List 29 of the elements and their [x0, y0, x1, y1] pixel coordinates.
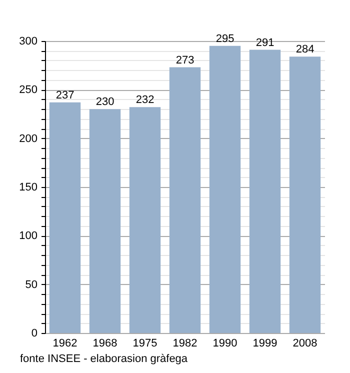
- data-label: 291: [256, 36, 274, 49]
- y-tick-label: 0: [31, 328, 38, 340]
- bar: [249, 50, 281, 333]
- y-tick-label: 50: [25, 278, 38, 291]
- data-label: 230: [96, 96, 114, 108]
- y-tick-label: 300: [19, 36, 38, 48]
- x-tick-label: 1982: [172, 338, 198, 350]
- source-note: fonte INSEE - elaborasion gràfega: [20, 353, 188, 365]
- bar: [209, 46, 241, 333]
- bar: [169, 67, 201, 333]
- data-label: 295: [216, 32, 234, 45]
- bar: [49, 102, 81, 333]
- x-tick-label: 1999: [252, 338, 278, 350]
- data-label: 273: [176, 54, 194, 66]
- bar: [89, 109, 121, 333]
- x-tick-label: 2008: [292, 338, 318, 350]
- x-tick-label: 1975: [132, 338, 158, 350]
- x-tick-label: 1962: [52, 338, 78, 350]
- y-tick-label: 150: [19, 182, 38, 194]
- y-tick-label: 250: [19, 84, 38, 96]
- bar: [289, 56, 321, 333]
- data-label: 237: [56, 89, 74, 102]
- data-label: 232: [136, 94, 154, 106]
- x-tick-label: 1968: [92, 338, 118, 350]
- y-tick-label: 100: [19, 230, 38, 242]
- y-tick-label: 200: [19, 132, 38, 145]
- x-tick-label: 1990: [212, 338, 238, 350]
- bar: [129, 107, 161, 333]
- data-label: 284: [296, 44, 314, 56]
